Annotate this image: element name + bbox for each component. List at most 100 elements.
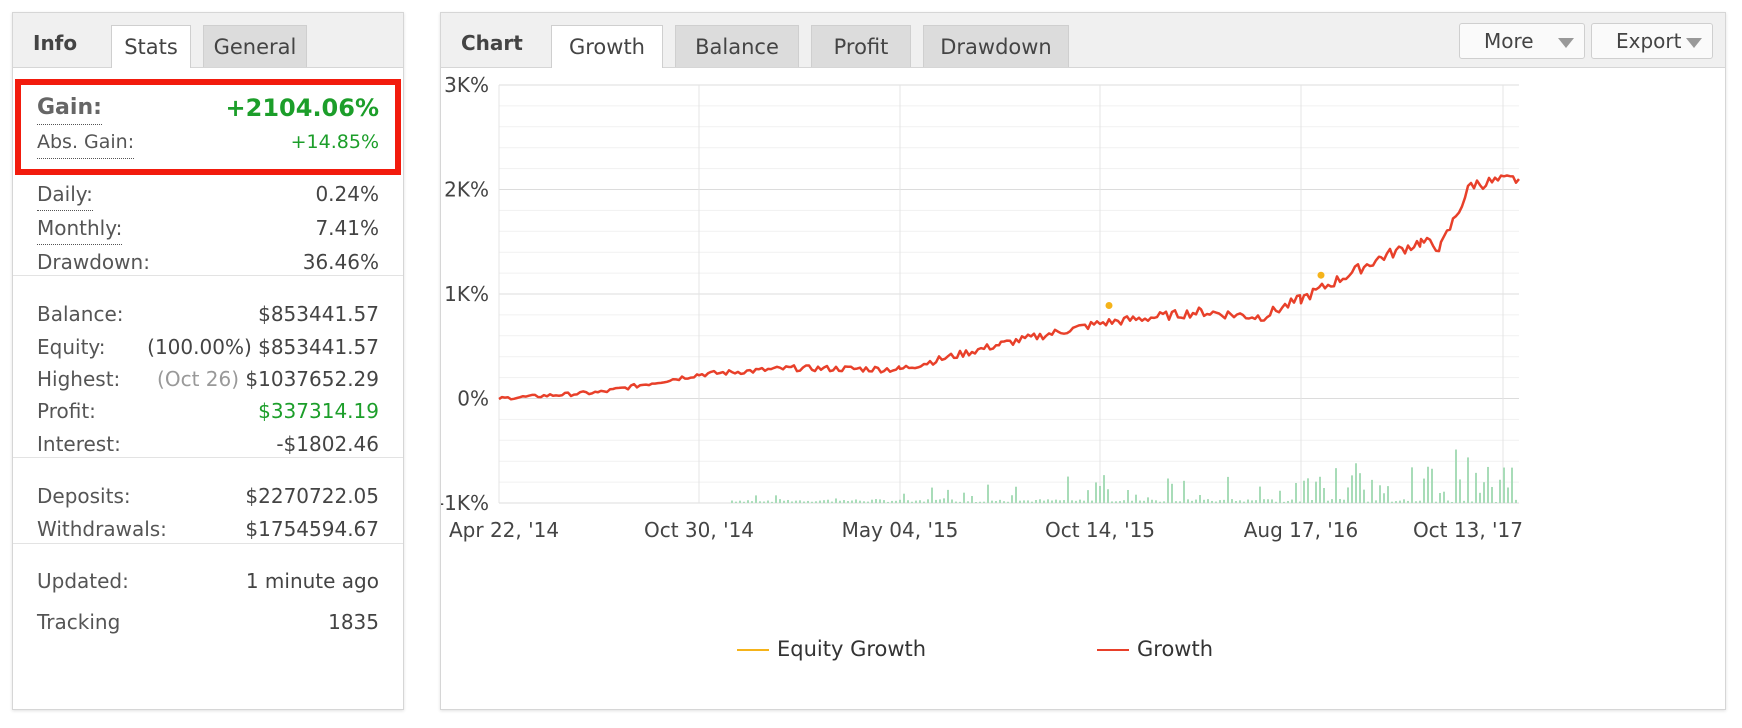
chart-panel-title: Chart [461,31,523,55]
y-tick-label: 0% [457,387,489,411]
volume-bar [999,499,1001,503]
balance-value: $853441.57 [258,302,379,326]
equity-label: Equity: [37,335,106,359]
volume-bar [823,500,825,503]
tab-drawdown[interactable]: Drawdown [923,25,1069,67]
y-tick-label: 3K% [444,73,489,97]
volume-bar [1335,468,1337,503]
tab-profit[interactable]: Profit [811,25,911,67]
monthly-label[interactable]: Monthly: [37,213,123,245]
tab-general[interactable]: General [203,25,307,67]
volume-bar [1107,489,1109,503]
volume-bar [1011,495,1013,503]
profit-label: Profit: [37,399,96,423]
volume-bar [791,501,793,503]
volume-bar [947,489,949,503]
x-tick-label: Apr 22, '14 [449,518,559,542]
volume-bar [883,500,885,503]
volume-bar [1047,499,1049,503]
volume-bar [1063,500,1065,503]
volume-bar [1311,500,1313,503]
volume-bar [1479,492,1481,503]
volume-bar [1455,449,1457,503]
volume-bar [1167,478,1169,503]
volume-bar [1239,500,1241,503]
volume-bar [1275,501,1277,503]
legend-swatch-growth [1097,649,1129,651]
volume-bar [963,492,965,503]
y-tick-label: -1K% [441,491,489,515]
volume-bar [1175,501,1177,503]
volume-bar [1491,486,1493,503]
volume-bar [1271,499,1273,503]
volume-bar [1379,485,1381,503]
volume-bar [1019,500,1021,503]
volume-bar [811,501,813,503]
divider [13,543,403,544]
deposits-value: $2270722.05 [245,484,379,508]
tab-growth[interactable]: Growth [551,25,663,68]
volume-bar [1259,486,1261,503]
volume-bar [1003,501,1005,503]
growth-series-line [498,174,1520,401]
volume-bar [1363,489,1365,503]
volume-bar [987,484,989,503]
volume-bar [1439,492,1441,503]
info-panel-title: Info [33,31,78,55]
volume-bar [1059,500,1061,503]
volume-bar [1083,500,1085,503]
volume-bar [891,500,893,503]
volume-bar [1091,500,1093,503]
daily-label[interactable]: Daily: [37,179,93,211]
volume-bar [1323,487,1325,503]
withdrawals-row: Withdrawals: $1754594.67 [37,514,379,544]
volume-bar [959,501,961,503]
legend-growth[interactable]: Growth [1097,637,1213,661]
volume-bar [907,500,909,503]
volume-bar [859,500,861,503]
volume-bar [1207,499,1209,503]
volume-bar [1351,475,1353,503]
volume-bar [1119,501,1121,503]
tab-stats[interactable]: Stats [111,25,191,68]
drawdown-value: 36.46% [302,250,379,274]
volume-bar [1023,500,1025,503]
volume-bar [919,500,921,503]
volume-bar [1371,479,1373,503]
divider [13,275,403,276]
chevron-down-icon [1686,38,1702,48]
export-button[interactable]: Export [1591,23,1713,59]
monthly-row: Monthly: 7.41% [37,213,379,245]
legend-equity-growth[interactable]: Equity Growth [737,637,926,661]
volume-bar [1171,483,1173,503]
volume-bar [863,501,865,503]
volume-bar [847,501,849,503]
volume-bar [1151,499,1153,503]
volume-bar [1503,467,1505,503]
volume-bar [895,500,897,503]
volume-bar [983,501,985,503]
drawdown-label: Drawdown: [37,250,150,274]
volume-bar [1243,501,1245,503]
updated-label: Updated: [37,569,129,593]
gain-label[interactable]: Gain: [37,93,102,125]
deposits-label: Deposits: [37,484,131,508]
volume-bar [1223,499,1225,503]
volume-bar [815,501,817,503]
volume-bar [915,500,917,503]
volume-bar [1495,501,1497,503]
balance-label: Balance: [37,302,124,326]
x-tick-label: Aug 17, '16 [1244,518,1359,542]
volume-bar [1303,480,1305,503]
volume-bar [1051,500,1053,503]
volume-bar [1375,500,1377,503]
volume-bar [1451,501,1453,503]
y-tick-label: 1K% [444,282,489,306]
tab-balance[interactable]: Balance [675,25,799,67]
volume-bar [939,499,941,503]
info-tabbar: Info Stats General [13,13,403,68]
volume-bar [1415,501,1417,503]
more-button[interactable]: More [1459,23,1585,59]
volume-bar [1511,467,1513,503]
abs-gain-label[interactable]: Abs. Gain: [37,127,135,159]
